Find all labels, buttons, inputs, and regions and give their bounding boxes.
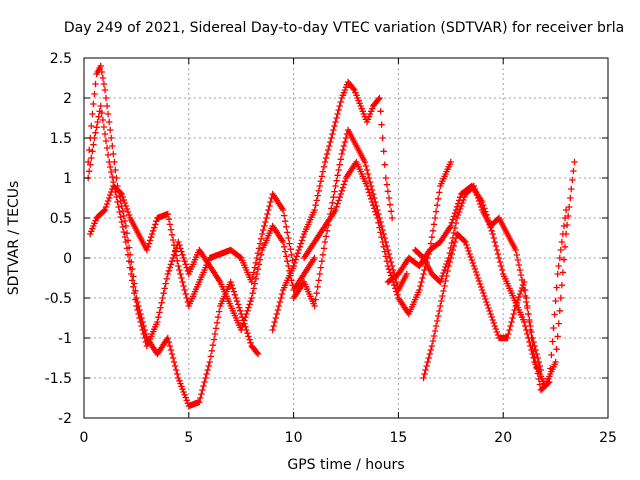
axis-ticks <box>83 57 609 419</box>
x-tick-label: 0 <box>80 430 89 446</box>
x-tick-label: 10 <box>285 430 303 446</box>
x-tick-label: 20 <box>494 430 512 446</box>
y-tick-label: 2.5 <box>50 51 72 67</box>
chart-title: Day 249 of 2021, Sidereal Day-to-day VTE… <box>64 20 624 36</box>
plus-markers <box>412 182 545 374</box>
y-tick-labels: -2 -1.5 -1 -0.5 0 0.5 1 1.5 2 2.5 <box>45 51 72 427</box>
y-tick-label: -2 <box>58 411 72 427</box>
y-tick-label: 1 <box>63 171 72 187</box>
y-tick-label: 2 <box>63 91 72 107</box>
series-track-9 <box>412 182 545 374</box>
data-marks <box>85 62 578 410</box>
y-axis-label: SDTVAR / TECUs <box>6 181 22 296</box>
plus-markers <box>420 206 570 394</box>
y-tick-label: -0.5 <box>45 291 72 307</box>
y-tick-label: 0.5 <box>50 211 72 227</box>
plus-markers <box>269 78 396 334</box>
series-track-3 <box>87 182 297 310</box>
x-axis-label: GPS time / hours <box>287 457 404 473</box>
plus-markers <box>87 182 297 310</box>
x-tick-label: 25 <box>599 430 617 446</box>
plot-frame <box>83 57 609 419</box>
x-tick-label: 5 <box>184 430 193 446</box>
series-track-6 <box>300 158 454 318</box>
plus-markers <box>300 158 454 318</box>
series-track-4 <box>269 78 396 334</box>
x-tick-labels: 0 5 10 15 20 25 <box>80 430 617 446</box>
series-track-8 <box>420 206 570 394</box>
y-tick-label: 1.5 <box>50 131 72 147</box>
y-tick-label: 0 <box>63 251 72 267</box>
x-tick-label: 15 <box>389 430 407 446</box>
y-tick-label: -1.5 <box>45 371 72 387</box>
y-tick-label: -1 <box>58 331 72 347</box>
